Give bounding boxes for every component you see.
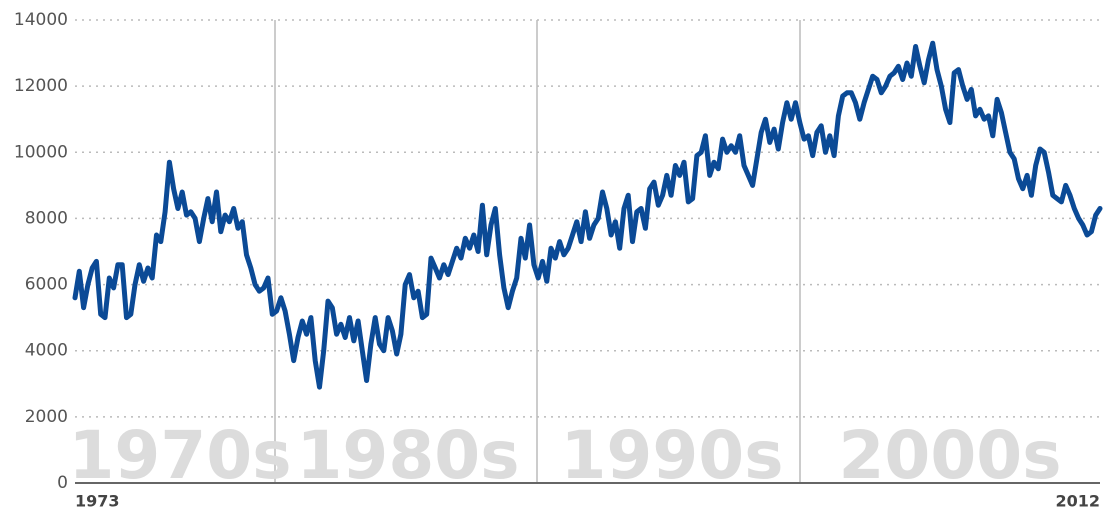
y-tick-label: 10000 [14,142,68,162]
y-tick-label: 6000 [25,275,68,295]
x-tick-label: 2012 [1055,492,1100,509]
background: 1970s 1980s 1990s 2000s [69,19,1100,494]
y-tick-label: 4000 [25,341,68,361]
decade-label: 1980s [297,417,520,494]
decade-label: 1990s [561,417,784,494]
y-tick-label: 8000 [25,208,68,228]
decade-label: 1970s [69,417,292,494]
y-tick-label: 14000 [14,10,68,30]
data-line [72,40,1103,390]
y-tick-label: 0 [57,473,68,493]
decade-label: 2000s [839,417,1062,494]
y-tick-label: 2000 [25,407,68,427]
y-tick-label: 12000 [14,76,68,96]
x-tick-label: 1973 [75,492,120,509]
